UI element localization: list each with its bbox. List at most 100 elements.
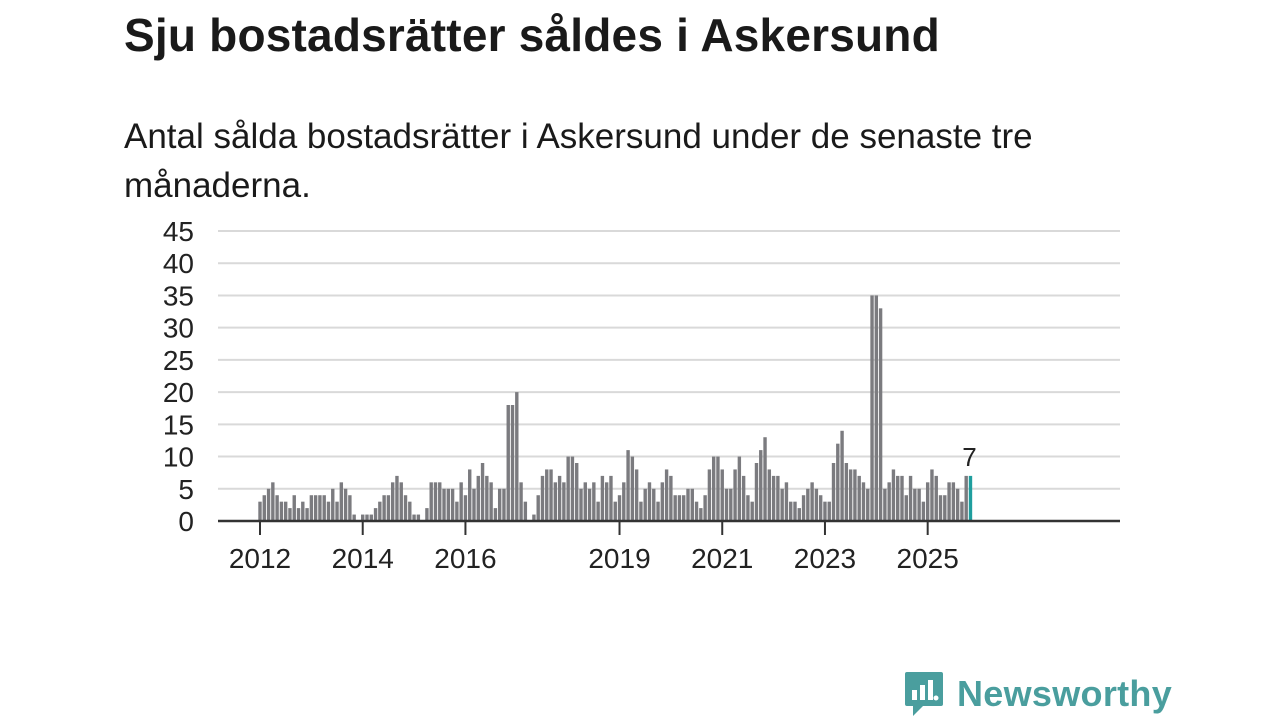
- x-tick-label: 2014: [332, 543, 394, 574]
- bar: [780, 488, 784, 521]
- bar: [891, 469, 896, 521]
- bar: [784, 482, 789, 521]
- x-tick-label: 2021: [691, 543, 753, 574]
- bar: [639, 501, 643, 521]
- x-tick-label: 2023: [794, 543, 856, 574]
- bar: [562, 482, 566, 521]
- bar: [313, 495, 318, 521]
- bar: [489, 482, 493, 521]
- x-tick-label: 2025: [897, 543, 959, 574]
- bar: [823, 501, 827, 521]
- bar-highlight: [968, 475, 973, 521]
- bar: [904, 495, 908, 521]
- bar: [883, 488, 887, 521]
- bar: [647, 482, 652, 521]
- bar: [283, 501, 288, 521]
- bar: [438, 482, 442, 521]
- bar: [369, 514, 373, 521]
- bar: [806, 488, 810, 521]
- bar: [476, 475, 480, 521]
- bar: [874, 295, 879, 521]
- bar: [921, 501, 926, 521]
- bar: [596, 501, 600, 521]
- bar: [386, 495, 391, 521]
- bar: [497, 488, 502, 521]
- bar: [741, 475, 746, 521]
- bar: [938, 495, 943, 521]
- bar: [913, 488, 917, 521]
- bar: [459, 482, 463, 521]
- bar: [925, 482, 930, 521]
- bar: [390, 482, 395, 521]
- bar: [570, 456, 575, 521]
- bar: [515, 392, 519, 521]
- bar: [262, 495, 266, 521]
- bar: [827, 501, 831, 521]
- bar: [716, 456, 720, 521]
- bar: [801, 495, 806, 521]
- bar: [395, 475, 399, 521]
- bar: [686, 488, 690, 521]
- bar: [947, 482, 951, 521]
- bar: [382, 495, 386, 521]
- bar: [506, 405, 510, 521]
- bar: [759, 450, 763, 521]
- bar: [523, 501, 528, 521]
- bar: [403, 495, 408, 521]
- bar: [900, 475, 904, 521]
- y-tick-label: 0: [178, 506, 194, 537]
- bar: [549, 469, 553, 521]
- bar: [485, 475, 489, 521]
- bar: [690, 488, 694, 521]
- y-tick-label: 15: [163, 409, 194, 440]
- bar: [468, 469, 472, 521]
- bar: [519, 482, 523, 521]
- bar: [754, 463, 759, 521]
- bar: [771, 475, 776, 521]
- chart-title: Sju bostadsrätter såldes i Askersund: [124, 9, 940, 61]
- bar: [814, 488, 819, 521]
- y-tick-label: 30: [163, 313, 194, 344]
- bar: [733, 469, 737, 521]
- bar: [412, 514, 416, 521]
- bar: [767, 469, 772, 521]
- bar: [536, 495, 540, 521]
- bar: [793, 501, 797, 521]
- bar: [309, 495, 314, 521]
- bar: [331, 488, 335, 521]
- bar: [634, 469, 639, 521]
- bar: [960, 501, 964, 521]
- bar: [724, 488, 729, 521]
- bar: [575, 463, 579, 521]
- x-tick-label: 2012: [229, 543, 291, 574]
- bar: [502, 488, 506, 521]
- bar: [870, 295, 874, 521]
- bar: [318, 495, 322, 521]
- bar: [579, 488, 583, 521]
- bar: [408, 501, 412, 521]
- bar: [652, 488, 656, 521]
- bar: [630, 456, 635, 521]
- bar: [964, 475, 968, 521]
- bar: [442, 488, 446, 521]
- last-value-label: 7: [962, 442, 976, 472]
- bar: [305, 508, 309, 521]
- bar: [450, 488, 455, 521]
- bar: [292, 495, 296, 521]
- bar: [425, 508, 429, 521]
- bar: [934, 475, 938, 521]
- newsworthy-logo: Newsworthy: [903, 670, 1172, 718]
- bar: [258, 501, 262, 521]
- bar: [275, 495, 279, 521]
- y-tick-label: 20: [163, 377, 194, 408]
- bar: [857, 475, 861, 521]
- bar: [373, 508, 378, 521]
- bar: [600, 475, 605, 521]
- bar: [711, 456, 716, 521]
- bar: [429, 482, 433, 521]
- bar: [669, 475, 673, 521]
- bar: [673, 495, 677, 521]
- bar: [776, 475, 780, 521]
- bar: [493, 508, 498, 521]
